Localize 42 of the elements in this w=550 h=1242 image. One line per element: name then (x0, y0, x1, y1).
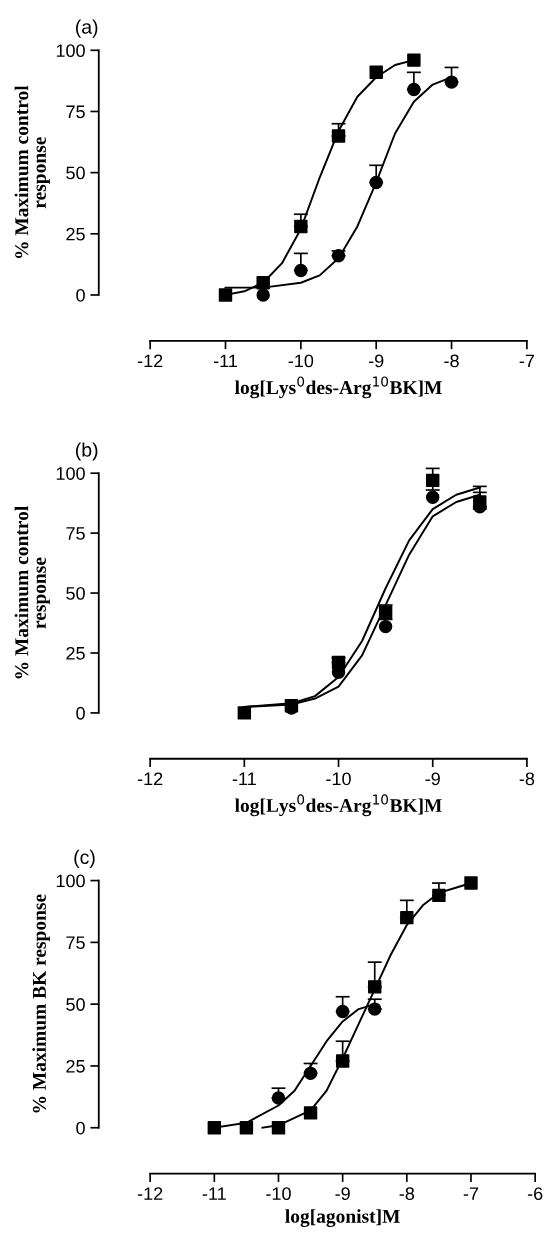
x-axis-title: log[Lys$^{0}$des-Arg$^{10}$BK]M (234, 376, 442, 399)
x-axis-title: log[Lys$^{0}$des-Arg$^{10}$BK]M (234, 794, 442, 817)
x-tick-label: -10 (288, 354, 314, 368)
chart-title: (a) (76, 19, 98, 38)
y-tick-label: 75 (66, 527, 85, 540)
y-tick-label: 25 (66, 1059, 85, 1073)
x-tick-label: -7 (519, 354, 535, 368)
y-axis-title: % Maximum control response (14, 506, 50, 679)
y-tick-label: 50 (66, 998, 85, 1011)
y-tick-label: 100 (56, 44, 85, 58)
y-tick-label: 75 (66, 936, 85, 950)
x-tick-label: -10 (326, 772, 351, 786)
y-tick-label: 50 (66, 166, 85, 180)
x-tick-label: -9 (425, 772, 440, 786)
x-tick-label: -12 (137, 354, 163, 368)
x-tick-label: -6 (527, 1187, 543, 1201)
x-tick-label: -8 (519, 772, 535, 786)
y-tick-label: 0 (76, 288, 85, 302)
y-tick-label: 25 (66, 227, 85, 241)
y-tick-label: 0 (76, 706, 85, 720)
x-tick-label: -9 (335, 1187, 350, 1201)
y-tick-label: 0 (76, 1121, 85, 1135)
y-tick-label: 75 (66, 105, 85, 119)
y-axis-title: % Maximum BK response (32, 894, 50, 1113)
x-tick-label: -10 (266, 1187, 291, 1201)
y-tick-label: 100 (56, 874, 85, 888)
x-tick-label: -11 (213, 354, 237, 368)
x-tick-label: -9 (368, 354, 384, 368)
x-tick-label: -8 (399, 1187, 415, 1201)
x-tick-label: -8 (444, 354, 459, 368)
y-axis-title: % Maximum control response (14, 85, 50, 258)
x-axis-title: log[agonist]M (285, 1209, 400, 1227)
y-tick-label: 50 (66, 586, 85, 600)
chart-title: (c) (74, 849, 95, 868)
y-tick-label: 100 (56, 467, 85, 480)
x-tick-label: -12 (137, 772, 163, 786)
x-tick-label: -11 (202, 1187, 226, 1200)
x-tick-label: -12 (137, 1187, 163, 1200)
x-tick-label: -11 (232, 772, 256, 786)
y-tick-label: 25 (66, 646, 85, 660)
x-tick-label: -7 (463, 1187, 479, 1200)
chart-title: (b) (76, 442, 98, 461)
